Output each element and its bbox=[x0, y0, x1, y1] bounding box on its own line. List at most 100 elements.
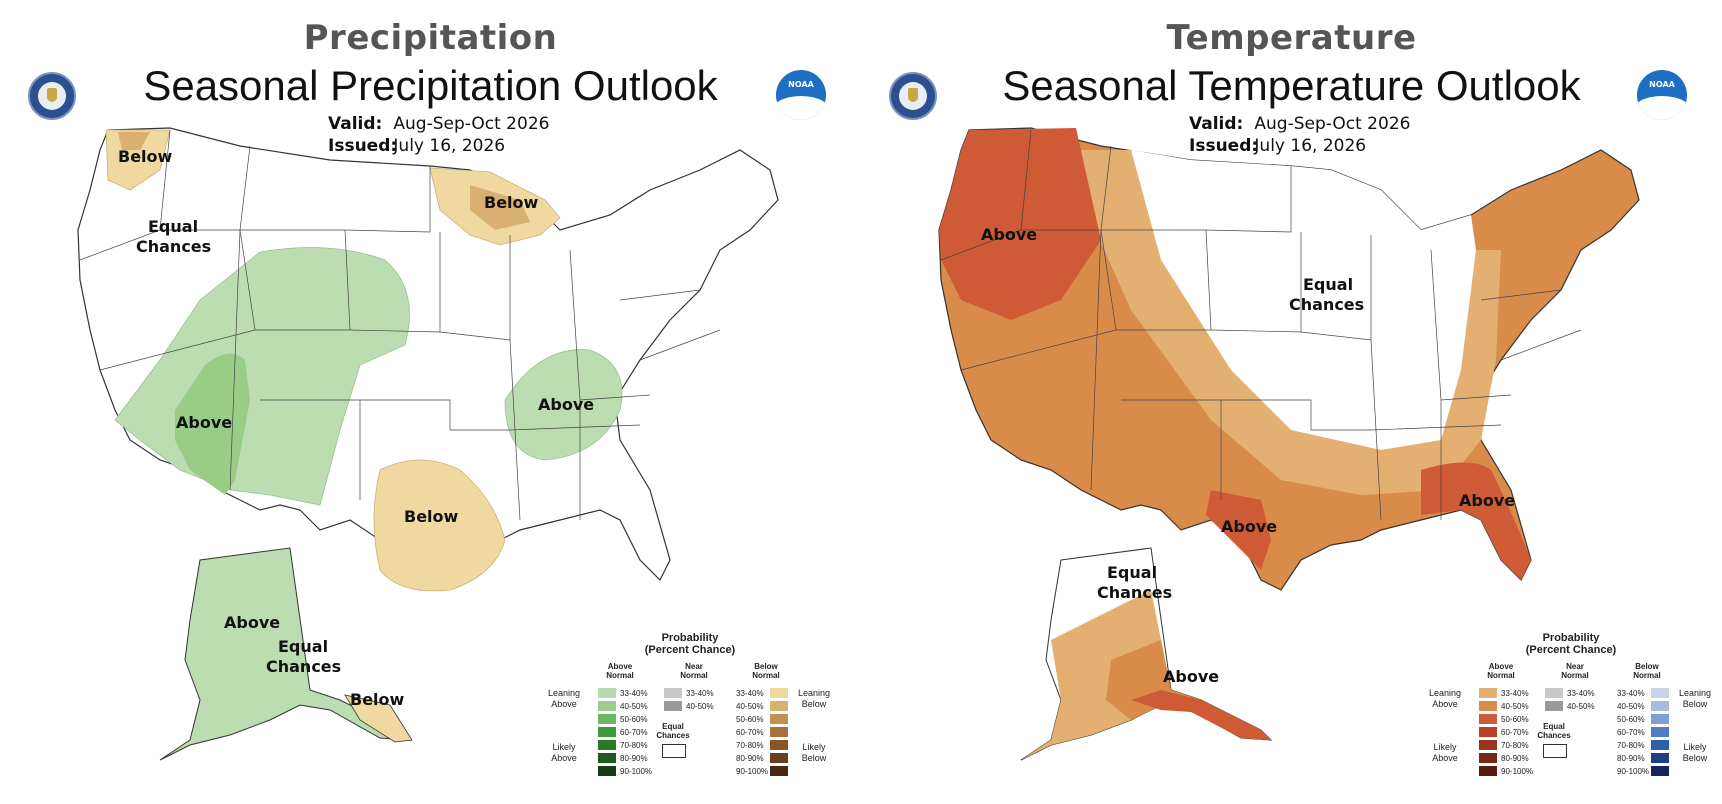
legend-range-below: 60-70% bbox=[1617, 728, 1645, 737]
temp-equal-chances-center bbox=[1131, 150, 1476, 450]
label-above-tennessee: Above bbox=[538, 395, 594, 414]
label-equal-chances-alaska: Equal Chances bbox=[1097, 563, 1172, 602]
legend-swatch-below bbox=[770, 714, 788, 724]
legend-range-above: 60-70% bbox=[620, 728, 648, 737]
noaa-logo-icon: NOAA bbox=[1637, 70, 1687, 120]
precipitation-valid: Valid: Aug-Sep-Oct 2026 bbox=[328, 114, 550, 134]
precip-below-pacific-nw-core bbox=[118, 132, 150, 150]
precipitation-map: Below Equal Chances Below Above Above Bel… bbox=[77, 127, 779, 761]
legend-range-near: 33-40% bbox=[686, 689, 714, 698]
label-equal-chances-alaska: Equal Chances bbox=[266, 637, 341, 676]
temperature-map: Above Equal Chances Above Above Equal Chan… bbox=[938, 127, 1640, 761]
legend-range-above: 33-40% bbox=[620, 689, 648, 698]
precipitation-title: Seasonal Precipitation Outlook bbox=[143, 62, 718, 109]
legend-swatch-above bbox=[1479, 701, 1497, 711]
legend-col-near: Near Normal bbox=[1561, 662, 1589, 680]
precipitation-header: Precipitation bbox=[303, 18, 558, 58]
label-above-nw: Above bbox=[981, 225, 1037, 244]
label-above-alaska: Above bbox=[1163, 667, 1219, 686]
temp-leaning-band bbox=[1081, 150, 1501, 495]
legend-likely-above: Likely Above bbox=[551, 742, 577, 763]
legend-swatch-below bbox=[1651, 701, 1669, 711]
legend-range-near: 33-40% bbox=[1567, 689, 1595, 698]
legend-range-below: 90-100% bbox=[736, 767, 769, 776]
legend-swatch-above bbox=[598, 740, 616, 750]
legend-swatch-below bbox=[1651, 727, 1669, 737]
legend-col-above: Above Normal bbox=[1487, 662, 1515, 680]
legend-swatch-below bbox=[1651, 714, 1669, 724]
legend-swatch-near bbox=[1545, 701, 1563, 711]
legend-swatch-above bbox=[598, 714, 616, 724]
legend-swatch-near bbox=[1545, 688, 1563, 698]
precipitation-legend: Probability (Percent Chance) Above Norma… bbox=[540, 632, 840, 802]
temperature-header: Temperature bbox=[1166, 18, 1417, 58]
legend-likely-below: Likely Below bbox=[1682, 742, 1708, 763]
legend-range-above: 60-70% bbox=[1501, 728, 1529, 737]
legend-equal-chances-swatch bbox=[1543, 744, 1567, 758]
legend-swatch-above bbox=[1479, 753, 1497, 763]
legend-swatch-above bbox=[598, 727, 616, 737]
legend-swatch-near bbox=[664, 701, 682, 711]
label-above-texas: Above bbox=[1221, 517, 1277, 536]
legend-swatch-above bbox=[598, 688, 616, 698]
legend-range-below: 50-60% bbox=[736, 715, 764, 724]
legend-equal-chances: Equal Chances bbox=[656, 722, 690, 740]
noaa-logo-icon: NOAA bbox=[776, 70, 826, 120]
legend-range-above: 40-50% bbox=[1501, 702, 1529, 711]
legend-range-above: 70-80% bbox=[620, 741, 648, 750]
legend-col-near: Near Normal bbox=[680, 662, 708, 680]
legend-swatch-below bbox=[770, 727, 788, 737]
legend-swatch-below bbox=[770, 688, 788, 698]
legend-swatch-above bbox=[1479, 740, 1497, 750]
legend-swatch-below bbox=[770, 753, 788, 763]
precip-below-texas bbox=[373, 459, 506, 592]
legend-range-above: 40-50% bbox=[620, 702, 648, 711]
legend-range-near: 40-50% bbox=[686, 702, 714, 711]
legend-range-below: 50-60% bbox=[1617, 715, 1645, 724]
legend-range-below: 90-100% bbox=[1617, 767, 1650, 776]
legend-range-below: 40-50% bbox=[1617, 702, 1645, 711]
label-below-great-lakes: Below bbox=[484, 193, 539, 212]
legend-range-below: 80-90% bbox=[1617, 754, 1645, 763]
dept-of-commerce-seal-icon bbox=[889, 72, 937, 120]
temperature-issued: Issued: July 16, 2026 bbox=[1189, 136, 1367, 156]
legend-swatch-below bbox=[1651, 753, 1669, 763]
legend-title: Probability (Percent Chance) bbox=[644, 632, 736, 656]
legend-swatch-above bbox=[1479, 688, 1497, 698]
legend-range-above: 90-100% bbox=[620, 767, 653, 776]
legend-leaning-below: Leaning Below bbox=[797, 688, 831, 709]
legend-likely-below: Likely Below bbox=[801, 742, 827, 763]
legend-range-near: 40-50% bbox=[1567, 702, 1595, 711]
legend-swatch-above bbox=[598, 766, 616, 776]
legend-swatch-below bbox=[1651, 688, 1669, 698]
legend-swatch-below bbox=[1651, 740, 1669, 750]
label-equal-chances-center: Equal Chances bbox=[1289, 275, 1364, 314]
legend-col-above: Above Normal bbox=[606, 662, 634, 680]
legend-range-below: 70-80% bbox=[1617, 741, 1645, 750]
label-below-texas: Below bbox=[404, 507, 459, 526]
state-borders bbox=[79, 129, 721, 521]
precipitation-panel: Precipitation Seasonal Precipitation Out… bbox=[28, 18, 840, 802]
temp-above-florida bbox=[1421, 462, 1531, 580]
dept-of-commerce-seal-icon bbox=[28, 72, 76, 120]
label-above-alaska: Above bbox=[224, 613, 280, 632]
legend-swatch-above bbox=[598, 701, 616, 711]
legend-swatch-near bbox=[664, 688, 682, 698]
legend-range-above: 50-60% bbox=[1501, 715, 1529, 724]
precip-below-great-lakes-core bbox=[470, 185, 530, 230]
legend-swatch-below bbox=[1651, 766, 1669, 776]
legend-col-below: Below Normal bbox=[752, 662, 780, 680]
alaska-outline bbox=[159, 547, 412, 761]
legend-equal-chances-swatch bbox=[662, 744, 686, 758]
legend-equal-chances: Equal Chances bbox=[1537, 722, 1571, 740]
temp-above-texas bbox=[1206, 490, 1271, 570]
legend-swatch-above bbox=[598, 753, 616, 763]
label-below-nw: Below bbox=[118, 147, 173, 166]
alaska-above-south bbox=[1131, 690, 1271, 740]
precipitation-issued: Issued: July 16, 2026 bbox=[328, 136, 506, 156]
label-equal-chances-west: Equal Chances bbox=[136, 217, 211, 256]
legend-swatch-above bbox=[1479, 714, 1497, 724]
legend-leaning-above: Leaning Above bbox=[547, 688, 581, 709]
state-borders bbox=[940, 129, 1582, 521]
legend-likely-above: Likely Above bbox=[1432, 742, 1458, 763]
